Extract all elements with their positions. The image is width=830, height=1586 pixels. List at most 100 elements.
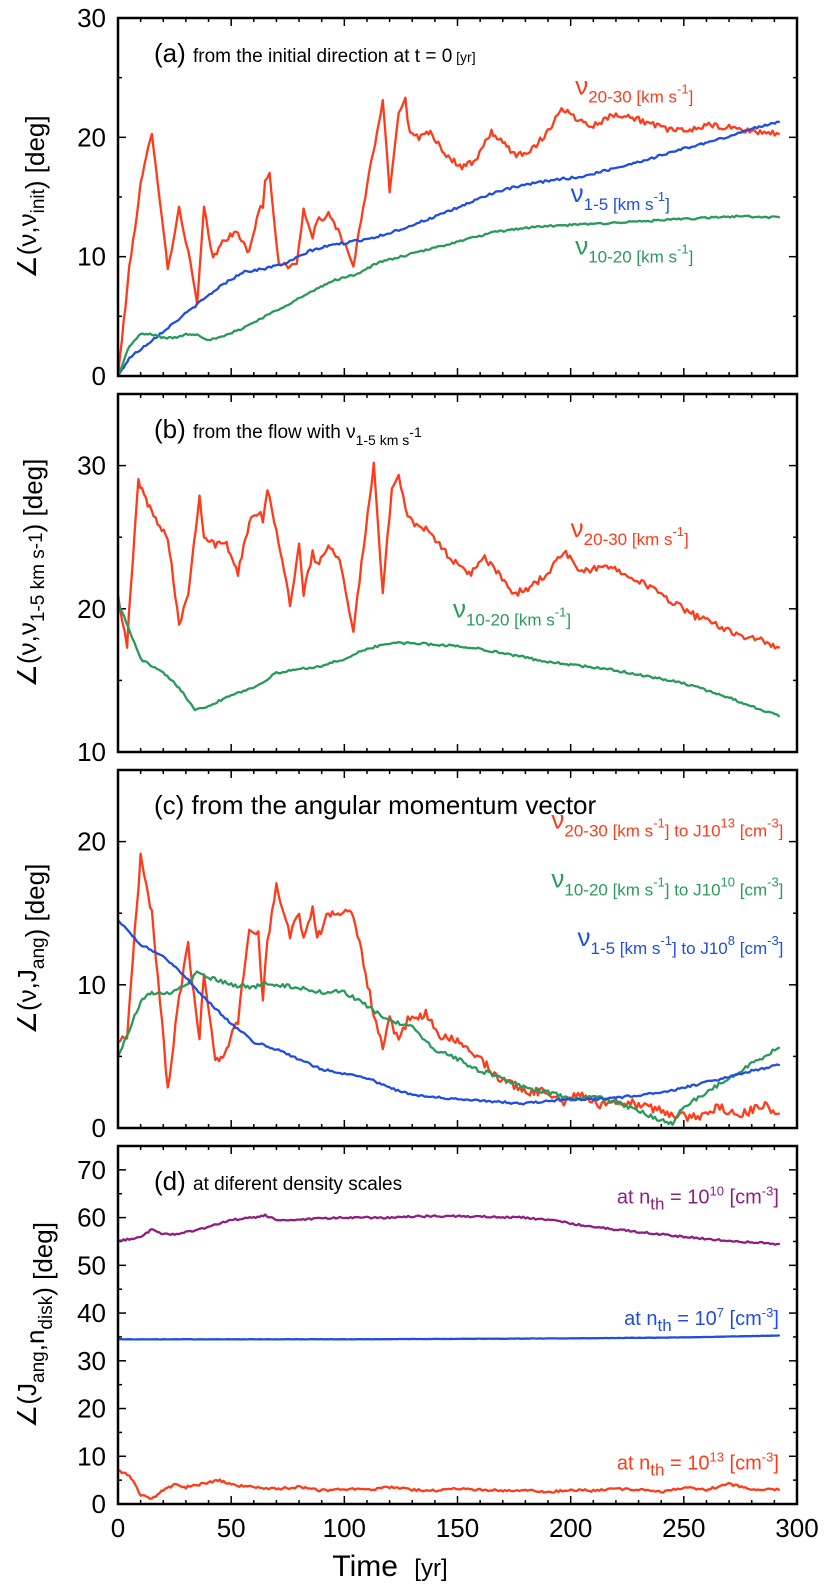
panel-c-series [118, 852, 781, 1126]
y-tick-label: 10 [77, 970, 106, 1000]
y-label-part: -1 [26, 532, 47, 549]
panel-title-text: from the initial direction at t = 0 [193, 46, 452, 67]
label-tail: ] to J [665, 822, 702, 841]
panel-frame [116, 768, 799, 1130]
series-label: ν1-5 [km s-1] to J108 [cm-3] [578, 922, 784, 958]
label-tail: ] [566, 610, 571, 629]
label-base: ν [571, 178, 584, 208]
y-label-part: ∠(J [12, 1383, 42, 1428]
label-sup2: -3 [762, 1183, 774, 1198]
label-sub2: 10 [702, 880, 721, 899]
y-axis-label: ∠(ν,νinit) [deg] [12, 115, 50, 278]
y-label-part: ,n [20, 1330, 50, 1352]
y-tick-label: 10 [77, 737, 106, 767]
x-tick-label: 50 [217, 1513, 246, 1543]
panel-c: 0 10 20 ∠(ν,Jang) [deg] (c) from the angular… [12, 768, 799, 1143]
y-label-part: init [28, 188, 49, 213]
label-base: ν [571, 513, 584, 543]
x-axis-label-text: Time [332, 1550, 398, 1583]
label-sup: 10 [710, 1183, 724, 1198]
y-label-part: ∠(ν,ν [12, 622, 42, 687]
label-base: ν [575, 230, 588, 260]
label-tail2: [cm [724, 1453, 762, 1475]
label-tail3: ] [779, 939, 784, 958]
label-sup: -1 [677, 241, 689, 256]
panel-b-ticks: 10 20 30 [77, 394, 798, 767]
label-tail3: ] [773, 1186, 779, 1208]
series-label: ν10-20 [km s-1] to J1010 [cm-3] [551, 863, 783, 899]
label-sup3: -3 [767, 933, 779, 948]
label-sub: 10-20 [km s [466, 610, 555, 629]
series-line [118, 970, 781, 1126]
label-sup2: 13 [721, 816, 735, 831]
label-base: ν [551, 863, 564, 893]
panel-title-tag: (b) [154, 414, 193, 444]
series-line [118, 96, 781, 376]
y-tick-label: 20 [77, 827, 106, 857]
label-sub: 10-20 [km s [564, 880, 653, 899]
x-tick-label: 0 [111, 1513, 125, 1543]
y-label-part: ang [28, 937, 49, 969]
x-axis-label-unit: [yr] [414, 1555, 447, 1582]
panel-frame [116, 1144, 799, 1506]
panel-title-sub: 1-5 km s [356, 432, 410, 448]
label-sub: th [650, 1194, 664, 1213]
panel-a: 0 10 20 30 ∠(ν,νinit) [deg] (a) from the init… [12, 3, 799, 391]
label-tail: ] to J [672, 939, 709, 958]
series-label: ν20-30 [km s-1] to J1013 [cm-3] [551, 805, 783, 841]
y-label-part: ) [deg] [20, 864, 50, 938]
y-label-part: ) [deg] [18, 459, 48, 533]
x-tick-label: 100 [323, 1513, 366, 1543]
series-label: ν1-5 [km s-1] [571, 178, 670, 214]
label-tail3: ] [779, 822, 784, 841]
label-sub: th [658, 1316, 672, 1335]
label-sup: -1 [660, 933, 672, 948]
y-axis-label: ∠(ν,Jang) [deg] [12, 864, 50, 1035]
panel-title: (b) from the flow with ν1-5 km s-1 [154, 414, 422, 448]
panel-title: (a) from the initial direction at t = 0 … [154, 38, 476, 68]
panel-d-series [118, 1213, 781, 1500]
label-tail: ] [689, 87, 694, 106]
series-line [118, 1469, 781, 1500]
label-sup: 13 [710, 1450, 724, 1465]
label-sub2: 10 [702, 822, 721, 841]
label-sup: -1 [654, 189, 666, 204]
panel-a-series [118, 96, 781, 376]
panel-title: (d) at diferent density scales [154, 1166, 402, 1196]
label-base: ν [453, 593, 466, 623]
label-base: ν [575, 70, 588, 100]
label-sup: 7 [717, 1305, 724, 1320]
label-sub: th [650, 1461, 664, 1480]
x-tick-label: 300 [775, 1513, 818, 1543]
series-line [118, 852, 781, 1122]
label-sub: 20-30 [km s [588, 87, 677, 106]
panel-d: 0 10 20 30 40 50 60 70 0 50 100 150 200 250 300 ∠(Jang,… [12, 1144, 819, 1543]
label-base: at n [624, 1308, 657, 1330]
label-sup: -1 [555, 604, 567, 619]
x-tick-label: 250 [662, 1513, 705, 1543]
series-line [118, 461, 781, 650]
y-label-part: 1-5 km s [28, 549, 49, 622]
label-tail: ] to J [665, 880, 702, 899]
y-tick-label: 50 [77, 1250, 106, 1280]
label-tail: = 10 [672, 1308, 717, 1330]
y-label-part: ) [deg] [28, 1222, 58, 1296]
y-tick-label: 60 [77, 1203, 106, 1233]
y-tick-label: 0 [92, 1113, 106, 1143]
panel-title-text: from the flow with ν [193, 422, 356, 443]
y-label-part: ang [28, 1351, 49, 1383]
label-tail2: [cm [735, 880, 767, 899]
label-base: at n [617, 1453, 650, 1475]
label-sup2: -3 [762, 1450, 774, 1465]
y-tick-label: 10 [77, 1441, 106, 1471]
label-tail: ] [684, 530, 689, 549]
panel-title-tag: (d) [154, 1166, 193, 1196]
y-tick-label: 40 [77, 1298, 106, 1328]
label-tail: = 10 [664, 1186, 709, 1208]
series-label: ν20-30 [km s-1] [571, 513, 689, 549]
label-tail: ] [689, 247, 694, 266]
label-sub2: 10 [709, 939, 728, 958]
panel-b-series [118, 461, 781, 718]
series-label: ν10-20 [km s-1] [453, 593, 571, 629]
